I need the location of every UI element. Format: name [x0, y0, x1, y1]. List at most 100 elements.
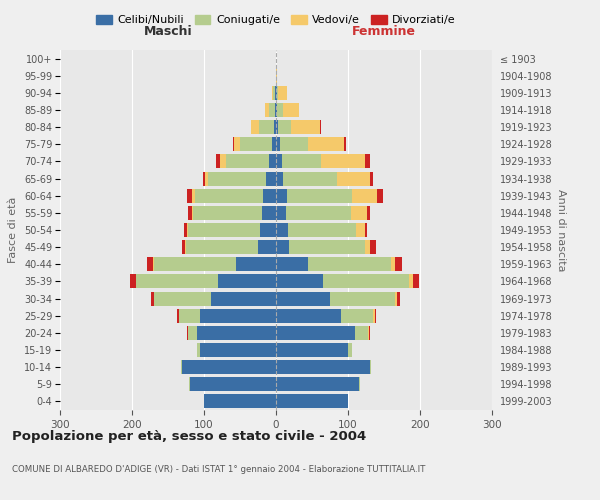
Bar — [197, 326, 276, 340]
Bar — [276, 206, 286, 220]
Bar — [368, 326, 369, 340]
Bar — [320, 120, 322, 134]
Bar — [276, 120, 278, 134]
Bar — [154, 292, 211, 306]
Bar — [136, 274, 218, 288]
Bar — [276, 343, 348, 357]
Bar — [181, 360, 182, 374]
Text: Femmine: Femmine — [352, 25, 416, 38]
Bar — [369, 326, 370, 340]
Bar — [265, 103, 269, 117]
Bar — [272, 138, 276, 151]
Bar — [341, 308, 373, 322]
Bar — [184, 223, 187, 237]
Bar — [308, 258, 391, 272]
Bar — [276, 86, 277, 100]
Bar — [395, 292, 397, 306]
Bar — [370, 172, 373, 185]
Bar — [286, 206, 351, 220]
Bar — [291, 120, 320, 134]
Bar — [203, 172, 205, 185]
Bar — [365, 240, 370, 254]
Bar — [276, 274, 323, 288]
Bar — [266, 172, 276, 185]
Bar — [153, 258, 154, 272]
Bar — [200, 308, 276, 322]
Bar — [208, 172, 266, 185]
Bar — [276, 258, 308, 272]
Bar — [287, 223, 356, 237]
Bar — [278, 120, 291, 134]
Bar — [187, 326, 188, 340]
Bar — [276, 292, 330, 306]
Bar — [189, 378, 190, 392]
Bar — [276, 378, 359, 392]
Bar — [188, 206, 192, 220]
Bar — [282, 154, 322, 168]
Bar — [251, 120, 259, 134]
Bar — [273, 86, 275, 100]
Bar — [308, 138, 344, 151]
Bar — [276, 360, 370, 374]
Bar — [192, 206, 193, 220]
Bar — [276, 394, 348, 408]
Bar — [182, 360, 276, 374]
Bar — [323, 274, 409, 288]
Bar — [147, 258, 153, 272]
Legend: Celibi/Nubili, Coniugati/e, Vedovi/e, Divorziati/e: Celibi/Nubili, Coniugati/e, Vedovi/e, Di… — [92, 10, 460, 30]
Bar — [218, 274, 276, 288]
Bar — [397, 292, 400, 306]
Bar — [240, 138, 272, 151]
Bar — [154, 258, 236, 272]
Bar — [344, 138, 346, 151]
Bar — [276, 172, 283, 185]
Bar — [275, 103, 276, 117]
Bar — [355, 326, 368, 340]
Bar — [370, 360, 371, 374]
Bar — [276, 154, 282, 168]
Bar — [276, 138, 280, 151]
Bar — [276, 188, 287, 202]
Bar — [269, 103, 275, 117]
Bar — [391, 258, 395, 272]
Bar — [259, 120, 274, 134]
Bar — [226, 154, 269, 168]
Bar — [182, 240, 185, 254]
Bar — [283, 172, 337, 185]
Bar — [204, 394, 276, 408]
Bar — [193, 188, 194, 202]
Bar — [370, 240, 376, 254]
Bar — [280, 138, 308, 151]
Bar — [194, 188, 263, 202]
Bar — [373, 308, 374, 322]
Bar — [330, 292, 395, 306]
Bar — [211, 292, 276, 306]
Bar — [130, 274, 136, 288]
Y-axis label: Anni di nascita: Anni di nascita — [556, 188, 566, 271]
Bar — [260, 223, 276, 237]
Bar — [409, 274, 413, 288]
Bar — [193, 206, 262, 220]
Bar — [356, 223, 365, 237]
Bar — [258, 240, 276, 254]
Bar — [178, 308, 179, 322]
Bar — [365, 154, 370, 168]
Bar — [276, 223, 287, 237]
Bar — [188, 223, 260, 237]
Bar — [352, 188, 377, 202]
Bar — [289, 240, 365, 254]
Bar — [151, 292, 154, 306]
Text: Maschi: Maschi — [143, 25, 193, 38]
Bar — [234, 138, 240, 151]
Bar — [272, 86, 273, 100]
Text: COMUNE DI ALBAREDO D'ADIGE (VR) - Dati ISTAT 1° gennaio 2004 - Elaborazione TUTT: COMUNE DI ALBAREDO D'ADIGE (VR) - Dati I… — [12, 465, 425, 474]
Bar — [274, 120, 276, 134]
Bar — [277, 86, 278, 100]
Bar — [351, 206, 367, 220]
Bar — [413, 274, 419, 288]
Bar — [322, 154, 365, 168]
Bar — [337, 172, 370, 185]
Bar — [374, 308, 376, 322]
Bar — [269, 154, 276, 168]
Bar — [276, 308, 341, 322]
